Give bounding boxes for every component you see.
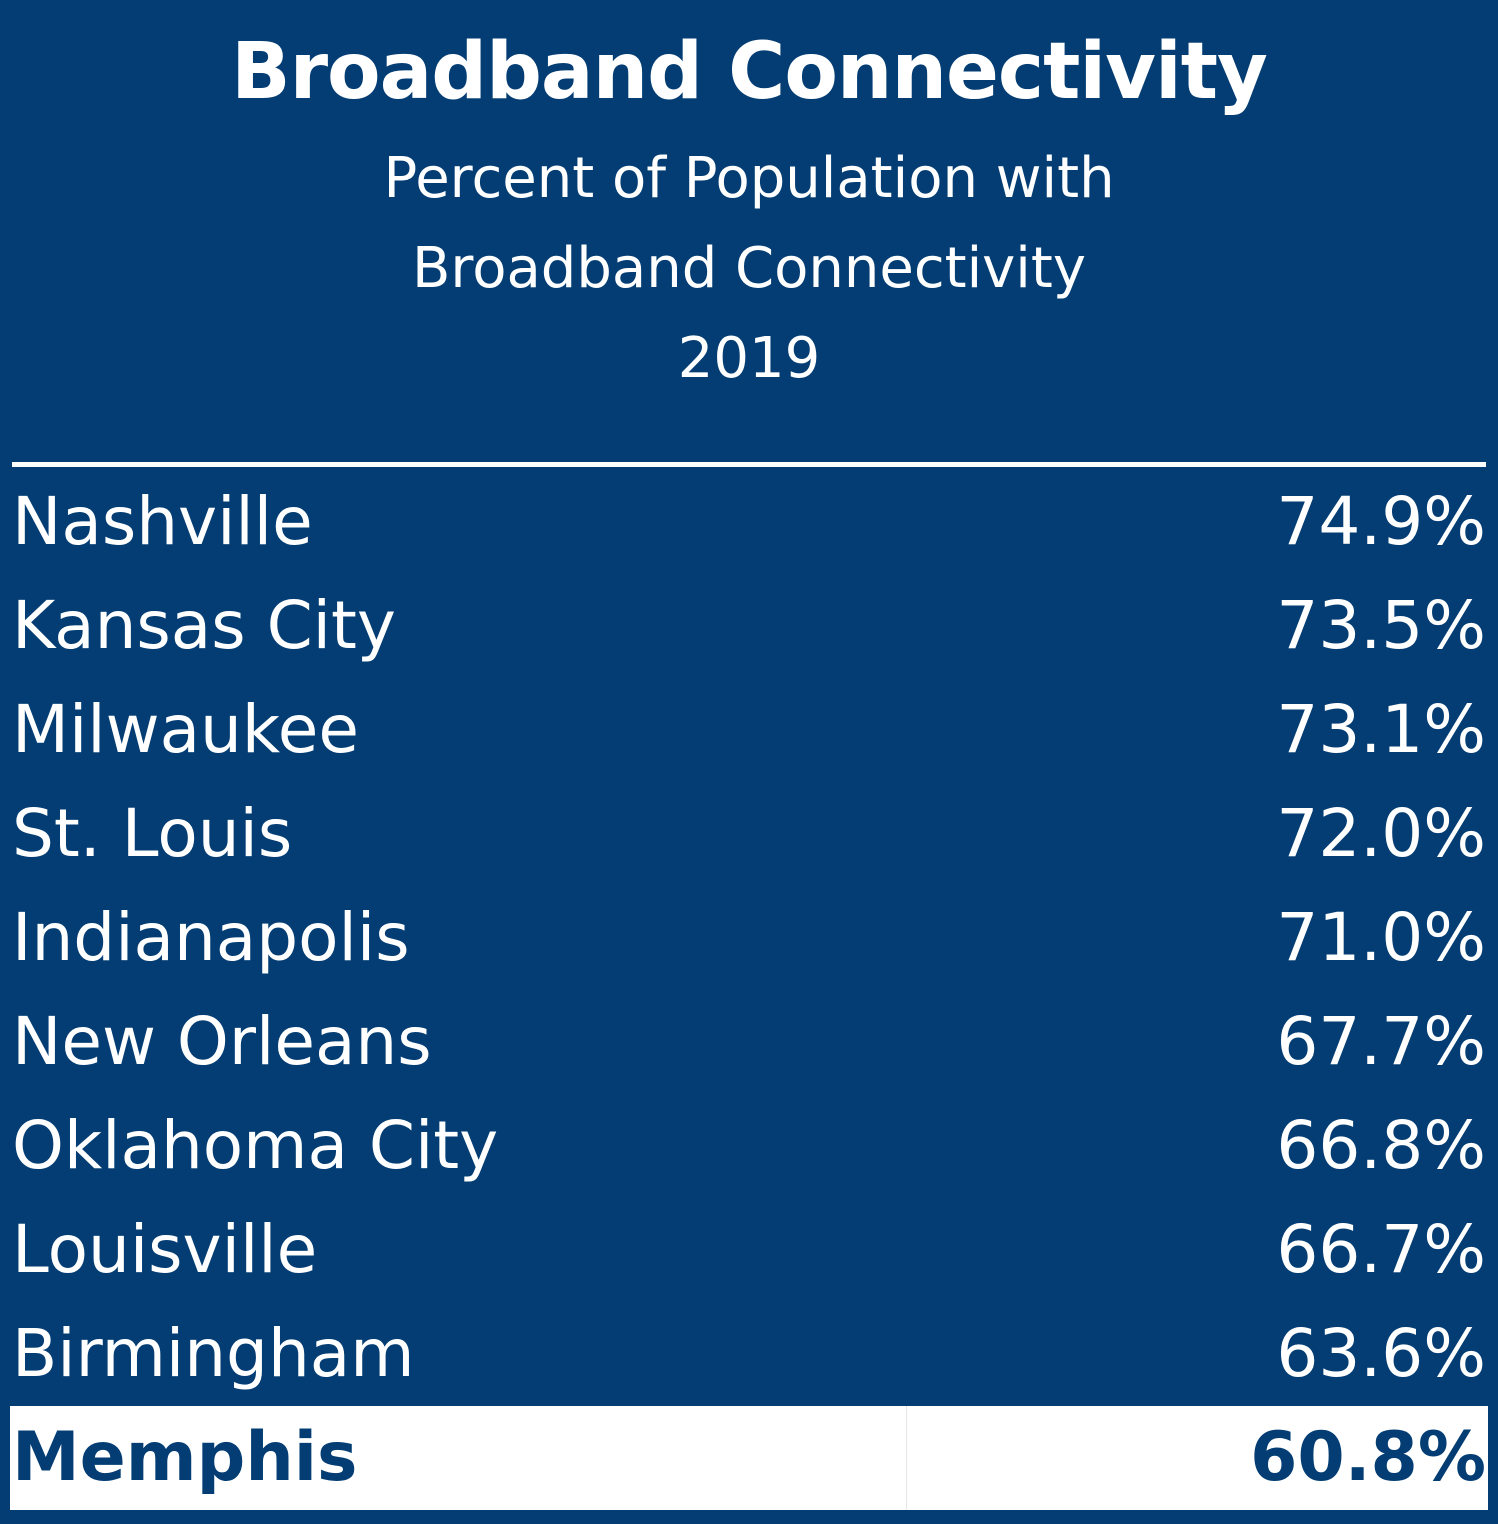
- subtitle-line-2: Broadband Connectivity: [412, 236, 1086, 301]
- value-label: 73.5%: [1276, 587, 1486, 664]
- chart-title: Broadband Connectivity: [231, 27, 1268, 117]
- city-label: Nashville: [12, 483, 313, 560]
- table-row: Kansas City 73.5%: [0, 574, 1498, 678]
- city-label: Birmingham: [12, 1315, 415, 1392]
- subtitle-year: 2019: [677, 326, 821, 391]
- city-label: New Orleans: [12, 1003, 432, 1080]
- data-table: Nashville 74.9% Kansas City 73.5% Milwaukee 7…: [0, 470, 1498, 1406]
- column-divider: [906, 1406, 907, 1510]
- city-label: Louisville: [12, 1211, 318, 1288]
- city-label: Milwaukee: [12, 691, 359, 768]
- value-label: 74.9%: [1276, 483, 1486, 560]
- value-label: 73.1%: [1276, 691, 1486, 768]
- city-label: Kansas City: [12, 587, 396, 664]
- table-row: St. Louis 72.0%: [0, 782, 1498, 886]
- city-label: Indianapolis: [12, 899, 410, 976]
- table-row: Nashville 74.9%: [0, 470, 1498, 574]
- highlight-city-label: Memphis: [12, 1418, 358, 1497]
- table-row: Milwaukee 73.1%: [0, 678, 1498, 782]
- city-label: St. Louis: [12, 795, 293, 872]
- table-row: Birmingham 63.6%: [0, 1302, 1498, 1406]
- highlighted-row: Memphis 60.8%: [10, 1406, 1488, 1510]
- header-divider: [12, 462, 1486, 467]
- table-row: Oklahoma City 66.8%: [0, 1094, 1498, 1198]
- table-row: Louisville 66.7%: [0, 1198, 1498, 1302]
- value-label: 67.7%: [1276, 1003, 1486, 1080]
- value-label: 71.0%: [1276, 899, 1486, 976]
- city-label: Oklahoma City: [12, 1107, 499, 1184]
- subtitle-line-1: Percent of Population with: [383, 146, 1115, 211]
- value-label: 72.0%: [1276, 795, 1486, 872]
- value-label: 66.7%: [1276, 1211, 1486, 1288]
- value-label: 66.8%: [1276, 1107, 1486, 1184]
- highlight-value-label: 60.8%: [1250, 1418, 1486, 1497]
- table-row: Indianapolis 71.0%: [0, 886, 1498, 990]
- table-row: New Orleans 67.7%: [0, 990, 1498, 1094]
- value-label: 63.6%: [1276, 1315, 1486, 1392]
